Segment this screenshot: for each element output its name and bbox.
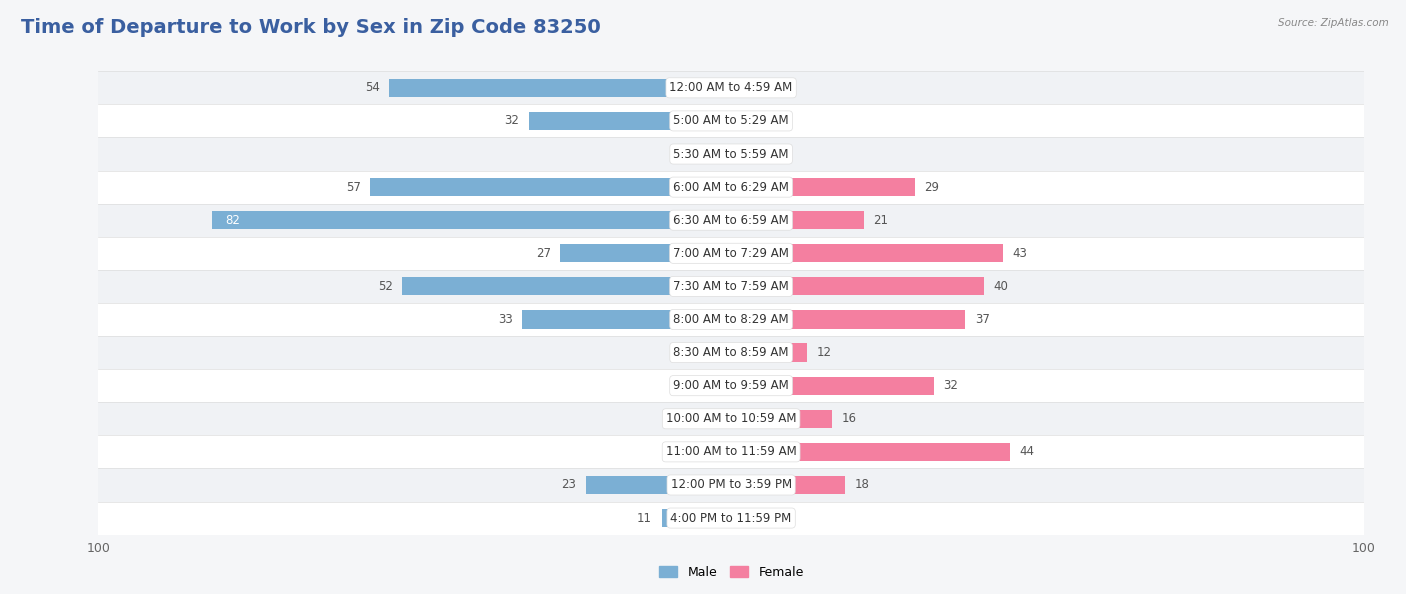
Text: 0: 0 xyxy=(714,446,721,459)
Bar xyxy=(585,476,731,494)
Text: 7:00 AM to 7:29 AM: 7:00 AM to 7:29 AM xyxy=(673,247,789,260)
Text: 4: 4 xyxy=(689,346,696,359)
Text: 0: 0 xyxy=(714,412,721,425)
Bar xyxy=(212,211,731,229)
Text: 11: 11 xyxy=(637,511,652,525)
Text: Time of Departure to Work by Sex in Zip Code 83250: Time of Departure to Work by Sex in Zip … xyxy=(21,18,600,37)
Text: 40: 40 xyxy=(994,280,1008,293)
Bar xyxy=(98,501,1364,535)
Text: 57: 57 xyxy=(346,181,361,194)
Text: 4:00 PM to 11:59 PM: 4:00 PM to 11:59 PM xyxy=(671,511,792,525)
Text: 27: 27 xyxy=(536,247,551,260)
Bar xyxy=(98,435,1364,469)
Bar xyxy=(529,112,731,130)
Bar xyxy=(560,244,731,263)
Text: 10:00 AM to 10:59 AM: 10:00 AM to 10:59 AM xyxy=(666,412,796,425)
Bar xyxy=(98,469,1364,501)
Bar xyxy=(98,204,1364,237)
Bar xyxy=(731,476,845,494)
Bar xyxy=(370,178,731,196)
Bar xyxy=(98,369,1364,402)
Bar xyxy=(731,244,1002,263)
Text: 8:00 AM to 8:29 AM: 8:00 AM to 8:29 AM xyxy=(673,313,789,326)
Text: 16: 16 xyxy=(842,412,856,425)
Text: 0: 0 xyxy=(741,147,748,160)
Bar xyxy=(706,343,731,362)
Bar xyxy=(731,443,1010,461)
Text: 11:00 AM to 11:59 AM: 11:00 AM to 11:59 AM xyxy=(666,446,796,459)
Bar xyxy=(389,79,731,97)
Bar xyxy=(731,211,863,229)
Bar xyxy=(98,402,1364,435)
Bar xyxy=(731,178,914,196)
Text: 18: 18 xyxy=(855,478,869,491)
Legend: Male, Female: Male, Female xyxy=(654,561,808,584)
Text: 0: 0 xyxy=(741,511,748,525)
Text: 54: 54 xyxy=(366,81,380,94)
Text: 32: 32 xyxy=(505,115,519,128)
Text: 12: 12 xyxy=(817,346,831,359)
Text: 7: 7 xyxy=(785,81,793,94)
Bar xyxy=(98,237,1364,270)
Bar xyxy=(731,277,984,295)
Text: 12:00 PM to 3:59 PM: 12:00 PM to 3:59 PM xyxy=(671,478,792,491)
Bar xyxy=(98,303,1364,336)
Text: Source: ZipAtlas.com: Source: ZipAtlas.com xyxy=(1278,18,1389,28)
Text: 7:30 AM to 7:59 AM: 7:30 AM to 7:59 AM xyxy=(673,280,789,293)
Text: 9:00 AM to 9:59 AM: 9:00 AM to 9:59 AM xyxy=(673,379,789,392)
Text: 44: 44 xyxy=(1019,446,1033,459)
Bar xyxy=(402,277,731,295)
Text: 82: 82 xyxy=(225,214,240,227)
Bar xyxy=(731,377,934,395)
Bar xyxy=(661,509,731,527)
Bar xyxy=(98,105,1364,137)
Text: 12:00 AM to 4:59 AM: 12:00 AM to 4:59 AM xyxy=(669,81,793,94)
Text: 43: 43 xyxy=(1012,247,1028,260)
Text: 29: 29 xyxy=(924,181,939,194)
Text: 0: 0 xyxy=(741,115,748,128)
Text: 5:30 AM to 5:59 AM: 5:30 AM to 5:59 AM xyxy=(673,147,789,160)
Bar xyxy=(699,145,731,163)
Bar xyxy=(98,170,1364,204)
Bar xyxy=(731,410,832,428)
Bar xyxy=(731,343,807,362)
Text: 5:00 AM to 5:29 AM: 5:00 AM to 5:29 AM xyxy=(673,115,789,128)
Bar xyxy=(98,270,1364,303)
Text: 23: 23 xyxy=(561,478,576,491)
Text: 6:00 AM to 6:29 AM: 6:00 AM to 6:29 AM xyxy=(673,181,789,194)
Bar xyxy=(98,336,1364,369)
Text: 32: 32 xyxy=(943,379,957,392)
Text: 52: 52 xyxy=(378,280,392,293)
Text: 6:30 AM to 6:59 AM: 6:30 AM to 6:59 AM xyxy=(673,214,789,227)
Text: 0: 0 xyxy=(714,379,721,392)
Bar xyxy=(523,311,731,328)
Text: 37: 37 xyxy=(974,313,990,326)
Bar xyxy=(98,137,1364,170)
Text: 21: 21 xyxy=(873,214,889,227)
Text: 33: 33 xyxy=(498,313,513,326)
Bar xyxy=(731,79,776,97)
Bar xyxy=(731,311,965,328)
Text: 8:30 AM to 8:59 AM: 8:30 AM to 8:59 AM xyxy=(673,346,789,359)
Bar xyxy=(98,71,1364,105)
Text: 5: 5 xyxy=(683,147,690,160)
